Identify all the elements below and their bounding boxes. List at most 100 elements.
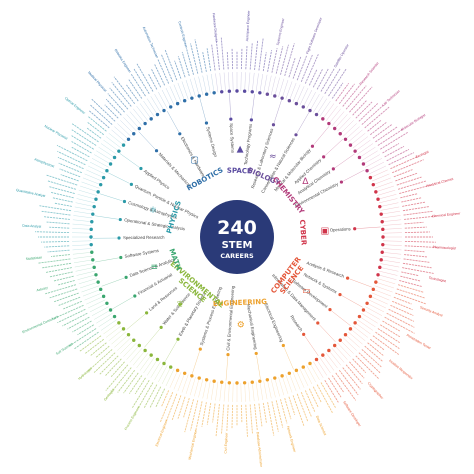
career-spoke [84, 173, 103, 182]
career-spoke [299, 88, 309, 106]
ring-dot [220, 380, 224, 384]
ring-dot [197, 94, 201, 98]
career-entry [377, 328, 400, 344]
career-spoke [270, 76, 276, 96]
career-spoke [309, 94, 320, 111]
career-spoke [206, 380, 211, 400]
subcategory-link [313, 126, 330, 145]
subcategory-link [199, 97, 207, 122]
career-entry [215, 41, 220, 70]
ring-dot [361, 162, 366, 166]
career-entry [382, 143, 400, 154]
ring-dot [92, 265, 96, 270]
career-entry [404, 231, 430, 234]
career-entry [288, 58, 296, 78]
career-entry [177, 56, 186, 78]
subcategory-link [119, 153, 140, 168]
career-spoke [72, 223, 92, 226]
career-entry [342, 367, 361, 390]
ring-dot [357, 314, 362, 319]
inner-links [93, 93, 381, 381]
career-spoke [350, 328, 366, 341]
career-label: Mechanical Engineer [188, 427, 199, 460]
career-label: Aerospace Engineer [245, 10, 251, 42]
subcategory-dot [145, 311, 149, 315]
ring-dot [149, 117, 153, 121]
career-entry [316, 68, 330, 90]
category-cyber: CYBER [298, 219, 308, 246]
ring-dot [235, 381, 239, 385]
career-spoke [316, 98, 327, 115]
career-entry [71, 146, 90, 158]
career-entry [211, 44, 216, 71]
atom-icon: ⚛ [149, 206, 157, 216]
ring-dot [242, 89, 247, 93]
career-spoke [378, 198, 398, 204]
subcategory-dot [139, 166, 143, 171]
career-spoke [117, 337, 132, 351]
career-entry [47, 180, 77, 190]
career-entry [245, 404, 248, 437]
subcategory-dot [316, 321, 320, 325]
career-spoke [78, 278, 98, 285]
career-entry [57, 150, 86, 166]
career-label: Data Analyst [22, 224, 41, 229]
career-entry [153, 63, 166, 86]
career-entry [129, 375, 143, 394]
career-entry [46, 221, 70, 225]
career-spoke [274, 77, 280, 97]
career-entry [349, 86, 373, 113]
ring-dot [197, 376, 201, 380]
subcategory-dot [345, 276, 350, 280]
career-entry [393, 169, 413, 178]
career-entry [71, 141, 92, 154]
career-spoke [368, 299, 386, 309]
career-entry [72, 320, 92, 333]
career-entry [47, 249, 70, 253]
career-spoke [103, 322, 119, 335]
career-entry [404, 254, 428, 258]
career-spoke [363, 154, 380, 165]
category-space: SPACE [227, 167, 252, 176]
subcategory-link [126, 313, 146, 330]
ring-dot [175, 368, 180, 373]
career-spoke [345, 334, 360, 348]
career-entry [58, 296, 81, 306]
career-entry [77, 324, 94, 336]
career-spoke [88, 165, 106, 175]
career-entry [57, 280, 75, 286]
career-label: Geologist [103, 388, 115, 402]
career-spoke [173, 371, 182, 390]
career-spoke [352, 325, 368, 338]
career-entry [355, 355, 380, 380]
ring-dot [89, 242, 93, 247]
career-spoke [161, 89, 171, 107]
ring-dot [137, 343, 142, 348]
career-spoke [382, 244, 402, 246]
career-spoke [248, 72, 251, 92]
career-spoke [88, 299, 106, 309]
category-name: ROBOTICS [185, 166, 224, 193]
ring-dot [98, 287, 103, 292]
subcategory-dot [122, 199, 127, 204]
career-spoke [114, 126, 129, 140]
career-entry [380, 131, 409, 150]
ring-dot [96, 190, 100, 194]
ring-dot [182, 98, 187, 103]
career-entry [113, 76, 136, 104]
ring-dot [204, 378, 209, 382]
career-spoke [77, 274, 97, 280]
subcategory-dot [204, 121, 209, 125]
career-spoke [328, 350, 341, 366]
career-spoke [219, 382, 222, 402]
career-spoke [367, 303, 385, 313]
ring-dot [105, 169, 109, 173]
career-entry [384, 316, 415, 334]
career-entry [367, 119, 382, 132]
career-spoke [139, 103, 152, 119]
career-spoke [106, 325, 122, 338]
career-entry [345, 85, 367, 110]
subcategory-dot [129, 182, 133, 186]
career-entry [404, 249, 425, 253]
subcategory-dot [338, 292, 342, 297]
